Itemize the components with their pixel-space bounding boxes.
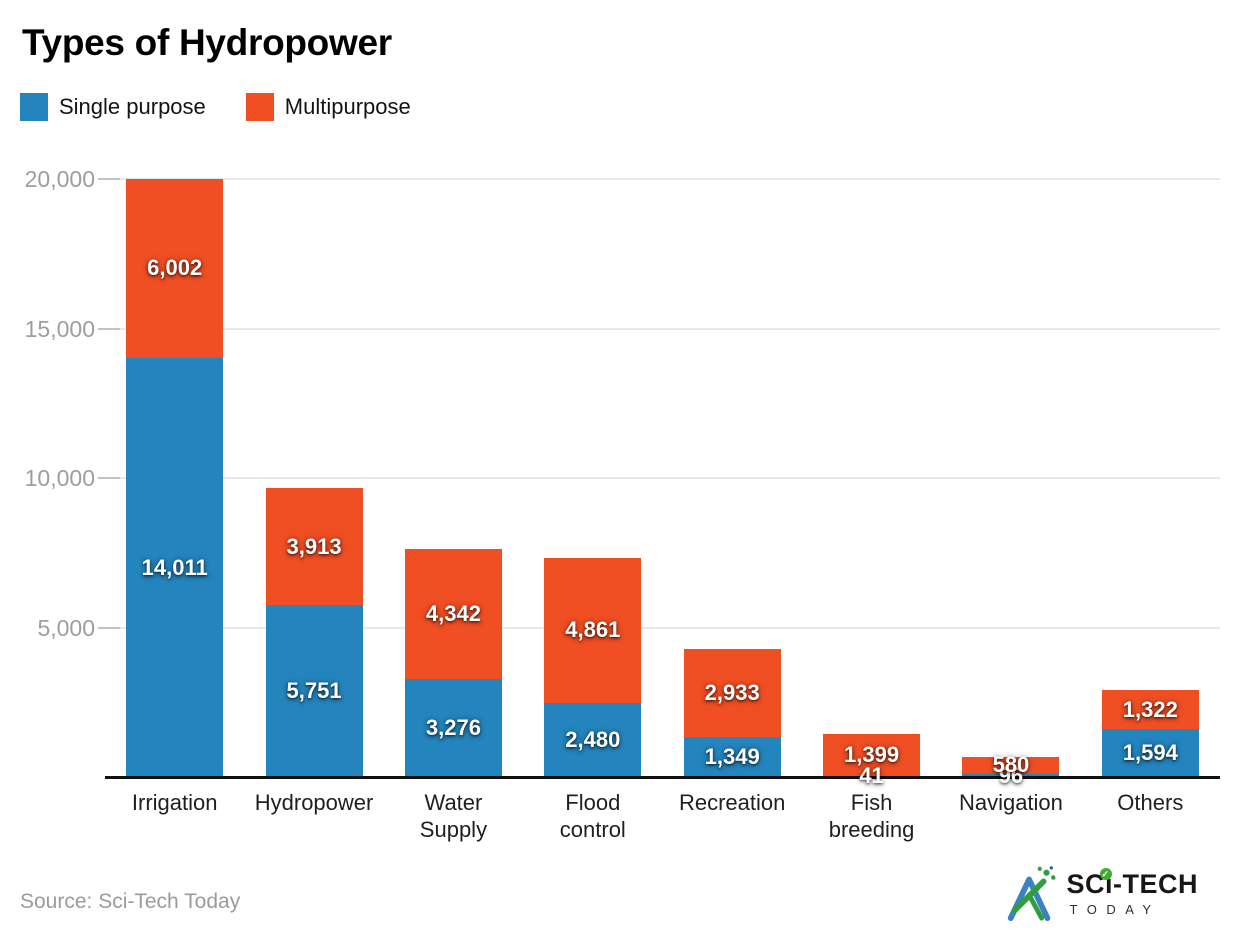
value-label-single-purpose: 3,276 (425, 715, 481, 741)
source-text: Source: Sci-Tech Today (20, 890, 241, 913)
legend-label: Multipurpose (284, 94, 411, 119)
x-category-label-others: Others (1080, 789, 1220, 816)
y-tick-label: 10,000 (24, 465, 95, 491)
bar-recreation-multipurpose[interactable] (683, 648, 781, 737)
x-category-label-text: Water Supply (419, 790, 488, 842)
x-category-label-text: Navigation (958, 790, 1063, 815)
bar-hydropower-multipurpose[interactable] (265, 488, 363, 606)
x-category-label-text: Hydropower (254, 790, 374, 815)
value-label-multipurpose: 580 (992, 752, 1030, 778)
logo-text: SCi-TECH ✓ TODAY (1066, 868, 1199, 917)
value-label-single-purpose: 14,011 (141, 554, 208, 580)
y-tick-15000 (98, 327, 120, 330)
value-label-single-purpose: 1,594 (1122, 740, 1178, 766)
gridline-15000 (120, 327, 1220, 330)
bar-irrigation-multipurpose[interactable] (126, 178, 224, 359)
value-label-single-purpose: 5,751 (286, 678, 342, 704)
logo-wordmark: SCi-TECH ✓ (1066, 868, 1198, 899)
value-label-multipurpose: 4,861 (565, 617, 621, 643)
x-category-label-water-supply: Water Supply (383, 789, 523, 843)
page-title: Types of Hydropower (22, 22, 392, 63)
y-tick-10000 (98, 477, 120, 479)
bar-water-supply-single-purpose[interactable] (404, 679, 502, 777)
x-category-label-navigation: Navigation (941, 789, 1081, 816)
legend-item-single-purpose[interactable]: Single purpose (20, 93, 206, 121)
bar-flood-control-single-purpose[interactable] (544, 702, 642, 777)
bar-flood-control-multipurpose[interactable] (544, 557, 642, 703)
gridline-10000 (120, 477, 1220, 479)
legend-item-multipurpose[interactable]: Multipurpose (245, 93, 411, 121)
gridline-20000 (120, 178, 1220, 180)
value-label-multipurpose: 1,399 (844, 741, 900, 767)
x-category-label-text: Recreation (678, 790, 786, 815)
x-category-label-irrigation: Irrigation (105, 789, 245, 816)
value-label-single-purpose: 2,480 (565, 726, 621, 752)
y-tick-5000 (98, 626, 120, 629)
x-category-label-text: Fish breeding (828, 790, 915, 842)
x-category-label-hydropower: Hydropower (244, 789, 384, 816)
value-label-multipurpose: 3,913 (286, 533, 342, 559)
value-label-single-purpose: 41 (859, 763, 884, 789)
legend-label: Single purpose (59, 94, 206, 119)
value-label-multipurpose: 4,342 (425, 601, 481, 627)
legend-swatch-orange (245, 93, 274, 121)
value-label-single-purpose: 1,349 (704, 743, 760, 769)
value-label-multipurpose: 6,002 (147, 255, 203, 281)
scitech-today-logo: SCi-TECH ✓ TODAY (1003, 862, 1199, 924)
value-label-single-purpose: 96 (998, 762, 1024, 788)
y-tick-label: 15,000 (24, 315, 95, 342)
x-category-label-recreation: Recreation (662, 789, 802, 816)
legend: Single purpose Multipurpose (20, 93, 451, 121)
bar-water-supply-multipurpose[interactable] (404, 549, 502, 680)
logo-subtitle: TODAY (1069, 902, 1161, 917)
bar-others-single-purpose[interactable] (1101, 729, 1199, 777)
bar-others-multipurpose[interactable] (1101, 689, 1199, 730)
value-label-multipurpose: 1,322 (1122, 696, 1178, 722)
x-category-label-flood-control: Flood control (523, 789, 663, 843)
x-category-label-text: Irrigation (131, 790, 218, 815)
gridline-5000 (120, 626, 1220, 629)
value-label-multipurpose: 2,933 (704, 679, 760, 705)
y-tick-20000 (98, 178, 120, 180)
x-category-label-text: Flood control (559, 790, 626, 842)
bar-recreation-single-purpose[interactable] (683, 736, 781, 777)
x-axis-line (105, 775, 1220, 779)
logo-triangle-icon (1007, 866, 1055, 922)
x-category-label-fish-breeding: Fish breeding (802, 789, 942, 843)
legend-swatch-blue (20, 93, 48, 121)
bar-fish-breeding-multipurpose[interactable] (823, 733, 921, 776)
bar-navigation-multipurpose[interactable] (962, 756, 1060, 775)
y-tick-label: 20,000 (24, 166, 95, 192)
y-tick-label: 5,000 (37, 614, 95, 641)
bar-irrigation-single-purpose[interactable] (126, 358, 224, 777)
x-category-label-text: Others (1117, 790, 1184, 815)
bar-hydropower-single-purpose[interactable] (265, 605, 363, 777)
check-icon: ✓ (1099, 868, 1112, 880)
